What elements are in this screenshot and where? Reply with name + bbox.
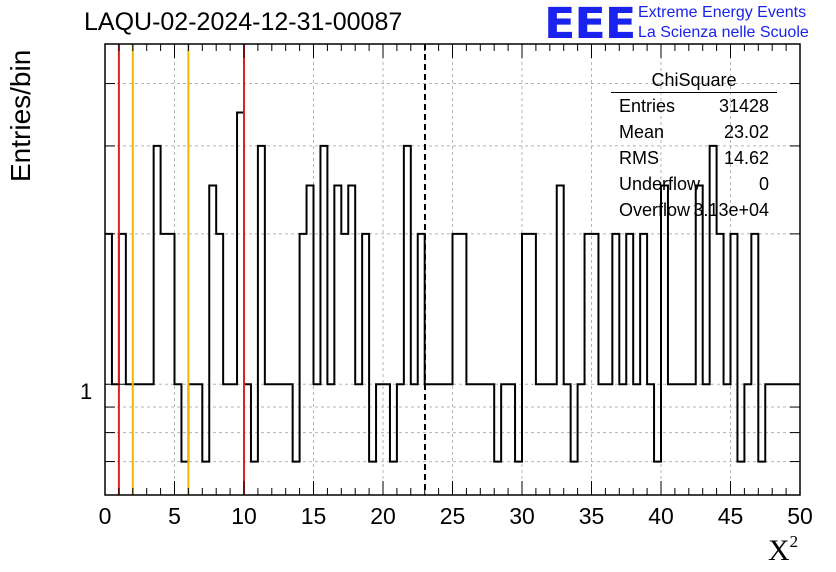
- x-tick-label: 10: [231, 503, 257, 529]
- stats-value: 31428: [718, 96, 769, 116]
- stats-label: Overflow: [619, 200, 691, 220]
- stats-label: Underflow: [619, 174, 701, 194]
- stats-row-rms: RMS 14.62: [611, 145, 777, 171]
- x-axis-label-letter: X: [768, 534, 790, 567]
- x-axis-label: X2: [768, 532, 798, 568]
- x-tick-label: 35: [579, 503, 605, 529]
- histogram-series: [105, 111, 800, 463]
- x-tick-label: 5: [168, 503, 181, 529]
- chart-title: LAQU-02-2024-12-31-00087: [84, 8, 403, 36]
- logo-caption: Extreme Energy Events La Scienza nelle S…: [638, 3, 809, 43]
- stats-value: 0: [758, 174, 769, 194]
- logo-line-1: Extreme Energy Events: [638, 4, 807, 21]
- stats-value: 3.13e+04: [693, 200, 769, 220]
- y-axis-label: Entries/bin: [5, 49, 36, 182]
- stats-label: Mean: [619, 122, 665, 142]
- y-tick-label-1: 1: [80, 379, 93, 404]
- x-axis-label-exponent: 2: [789, 532, 799, 551]
- stats-label: Entries: [619, 96, 676, 116]
- x-tick-label: 25: [440, 503, 466, 529]
- stats-row-overflow: Overflow 3.13e+04: [611, 197, 777, 223]
- stats-value: 23.02: [723, 122, 769, 142]
- stats-value: 14.62: [723, 148, 769, 168]
- x-tick-label: 40: [648, 503, 674, 529]
- logo-line-2: La Scienza nelle Scuole: [638, 24, 809, 41]
- stats-title: ChiSquare: [611, 68, 777, 93]
- x-tick-label: 20: [370, 503, 396, 529]
- stats-box: ChiSquare Entries 31428 Mean 23.02 RMS 1…: [611, 68, 777, 223]
- x-tick-label: 50: [787, 503, 813, 529]
- x-tick-label: 30: [509, 503, 535, 529]
- stats-row-underflow: Underflow 0: [611, 171, 777, 197]
- x-tick-label: 45: [718, 503, 744, 529]
- stats-row-entries: Entries 31428: [611, 93, 777, 119]
- x-tick-label: 0: [99, 503, 112, 529]
- stats-label: RMS: [619, 148, 659, 168]
- eee-logo: EEE: [544, 0, 636, 49]
- stats-row-mean: Mean 23.02: [611, 119, 777, 145]
- x-tick-label: 15: [301, 503, 327, 529]
